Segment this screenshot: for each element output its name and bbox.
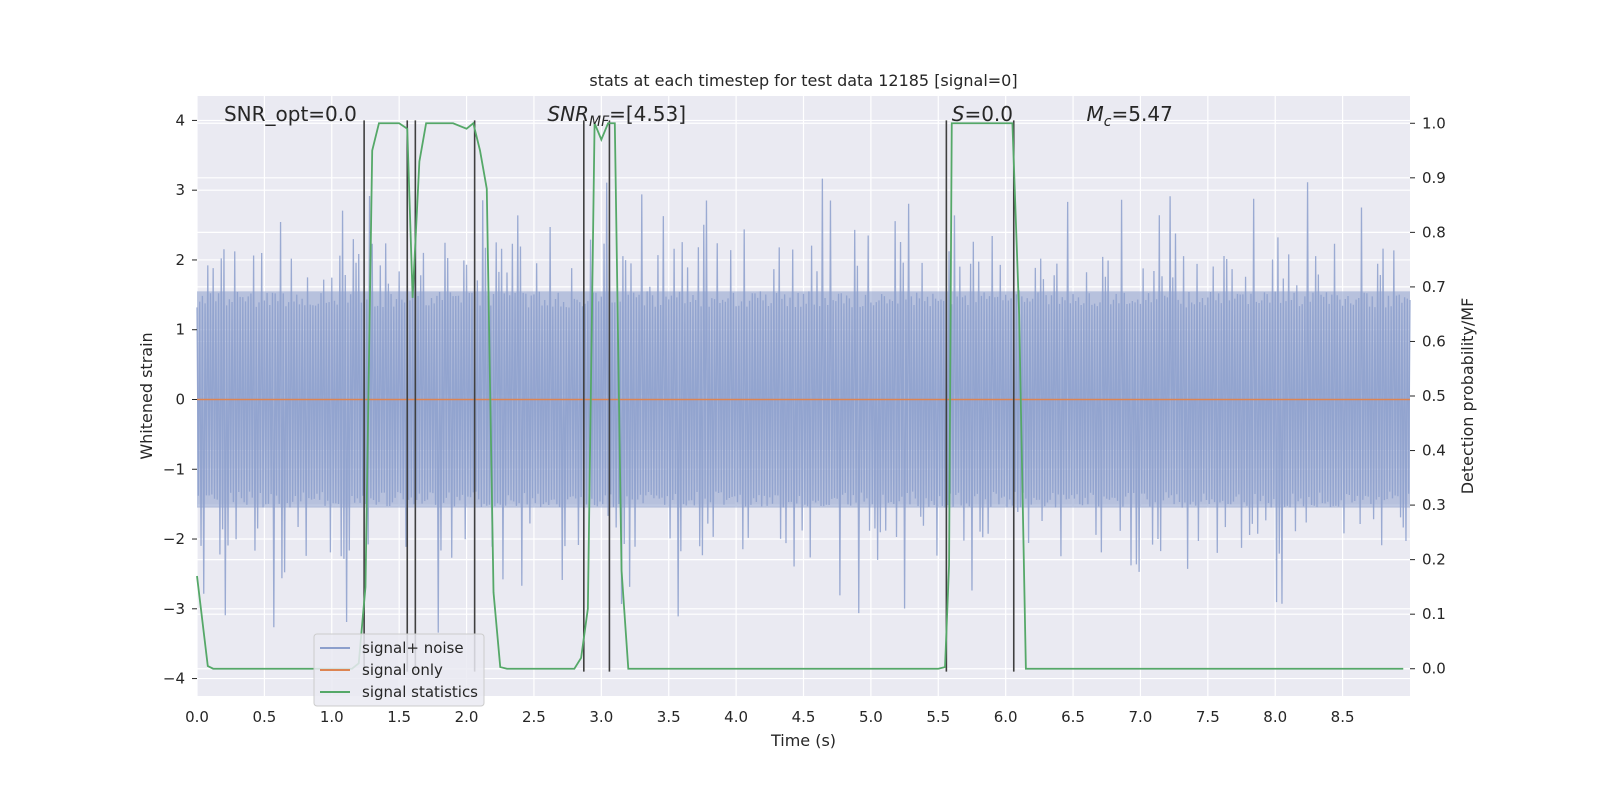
y-right-axis-ticks: 1.0 0.9 0.8 0.7 0.6 0.5 0.4 0.3 0.2 0.1 0.0 (1410, 114, 1446, 678)
annotation-rest: =[4.53] (609, 102, 686, 126)
y-right-tick-label: 0.9 (1422, 169, 1446, 187)
annotations: SNR_opt=0.0 SNRMF=[4.53] S=0.0 Mc=5.47 (224, 102, 1173, 130)
annotation-text: SNRMF=[4.53] (547, 102, 686, 130)
annotation-subscript: MF (589, 114, 610, 130)
series-signal-statistics (196, 121, 1404, 670)
annotation-main: SNR (547, 102, 589, 126)
x-tick-label: 0.5 (252, 708, 276, 726)
annotation-text: SNR_opt=0.0 (224, 102, 357, 126)
y-left-axis-ticks: 4 3 2 1 0 −1 −2 −3 −4 (163, 111, 197, 688)
x-tick-label: 1.5 (387, 708, 411, 726)
annotation-subscript: c (1104, 114, 1112, 130)
x-axis-ticks: 0.0 0.5 1.0 1.5 2.0 2.5 3.0 3.5 4.0 4.5 5.0 5.5 6.0 6… (185, 708, 1354, 726)
x-axis-label: Time (s) (770, 731, 836, 750)
x-tick-label: 3.5 (657, 708, 681, 726)
x-tick-label: 3.0 (589, 708, 613, 726)
legend-label: signal+ noise (362, 639, 464, 657)
y-left-tick-label: −3 (163, 600, 185, 618)
signal-statistics-line (196, 121, 1404, 670)
y-left-tick-label: 3 (175, 181, 185, 199)
chart-title: stats at each timestep for test data 121… (589, 71, 1017, 90)
legend: signal+ noise signal only signal statistic… (313, 633, 485, 707)
y-right-tick-label: 0.6 (1422, 332, 1446, 350)
x-tick-label: 6.5 (1061, 708, 1085, 726)
annotation-text: S=0.0 (952, 102, 1013, 126)
x-tick-label: 8.5 (1331, 708, 1355, 726)
x-tick-label: 1.0 (320, 708, 344, 726)
annotation-main: M (1087, 102, 1104, 126)
x-tick-label: 0.0 (185, 708, 209, 726)
y-left-axis-label: Whitened strain (137, 332, 156, 459)
y-right-tick-label: 0.4 (1422, 442, 1446, 460)
y-right-tick-label: 0.3 (1422, 496, 1446, 514)
y-right-tick-label: 0.7 (1422, 278, 1446, 296)
annotation-main: S (952, 102, 965, 126)
y-right-tick-label: 0.1 (1422, 605, 1446, 623)
x-tick-label: 5.5 (926, 708, 950, 726)
y-right-axis-label: Detection probability/MF (1458, 298, 1477, 495)
y-left-tick-label: −4 (163, 670, 185, 688)
y-left-tick-label: 0 (175, 390, 185, 408)
y-right-tick-label: 0.0 (1422, 660, 1446, 678)
x-tick-label: 6.0 (994, 708, 1018, 726)
y-left-tick-label: 4 (175, 111, 185, 129)
legend-label: signal only (362, 661, 443, 679)
legend-box (313, 633, 485, 707)
annotation-text: Mc=5.47 (1087, 102, 1173, 130)
legend-label: signal statistics (362, 683, 478, 701)
y-left-tick-label: 2 (175, 251, 185, 269)
x-tick-label: 7.0 (1129, 708, 1153, 726)
x-tick-label: 2.0 (455, 708, 479, 726)
y-left-tick-label: −2 (163, 530, 185, 548)
event-markers (363, 120, 1015, 672)
x-tick-label: 2.5 (522, 708, 546, 726)
annotation-rest: =0.0 (964, 102, 1013, 126)
y-right-tick-label: 0.8 (1422, 223, 1446, 241)
y-left-tick-label: 1 (175, 321, 185, 339)
annotation-rest: =5.47 (1112, 102, 1173, 126)
x-tick-label: 7.5 (1196, 708, 1220, 726)
y-right-tick-label: 0.5 (1422, 387, 1446, 405)
x-tick-label: 4.0 (724, 708, 748, 726)
y-right-tick-label: 1.0 (1422, 114, 1446, 132)
x-tick-label: 4.5 (792, 708, 816, 726)
x-tick-label: 8.0 (1263, 708, 1287, 726)
y-right-tick-label: 0.2 (1422, 551, 1446, 569)
y-left-tick-label: −1 (163, 460, 185, 478)
x-tick-label: 5.0 (859, 708, 883, 726)
